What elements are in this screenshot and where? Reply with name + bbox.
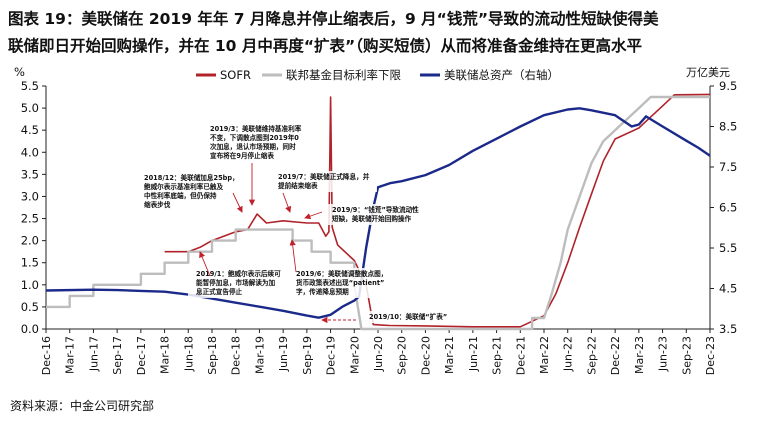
x-tick-label: Sep-17	[111, 336, 124, 375]
x-tick-label: Mar-20	[348, 336, 361, 374]
annotation-6-line: 货币政策表述出现“patient”	[295, 278, 384, 287]
x-tick-label: Mar-19	[253, 336, 266, 374]
annotation-box-6	[288, 268, 398, 298]
annotation-5-line: 息正式宣告停止	[196, 287, 243, 296]
left-tick-label: 4.0	[21, 145, 39, 159]
right-tick-label: 9.5	[719, 79, 737, 93]
annotation-1-line: 不变，下调散点图到2019年0	[210, 133, 299, 142]
title-line-1: 图表 19：美联储在 2019 年年 7 月降息并停止缩表后，9 月“钱荒”导致…	[8, 10, 659, 28]
x-tick-label: Dec-20	[419, 336, 432, 375]
x-tick-label: Dec-19	[325, 336, 338, 375]
x-tick-label: Mar-23	[633, 336, 646, 374]
x-tick-label: Dec-21	[514, 336, 527, 375]
left-tick-label: 0.0	[21, 322, 39, 336]
annotation-3: 2019/7：美联储正式降息，并提前结束缩表	[278, 172, 370, 190]
x-tick-label: Jun-21	[467, 336, 480, 372]
x-tick-label: Sep-23	[680, 336, 693, 375]
right-tick-label: 7.5	[719, 160, 737, 174]
left-tick-label: 2.5	[21, 212, 39, 226]
x-tick-label: Dec-16	[40, 336, 53, 375]
annotation-box-2	[134, 172, 235, 211]
x-tick-label: Jun-17	[87, 336, 100, 372]
annotation-arrow-5	[199, 251, 211, 277]
annotation-arrow-2	[232, 192, 243, 213]
annotation-5-line: 2019/1：鲍威尔表示后续可	[196, 269, 281, 278]
annotation-box-5	[188, 268, 288, 298]
annotation-6: 2019/6：美联储调整散点图，货币政策表述出现“patient”字，传递降息预…	[295, 269, 387, 296]
annotation-5-line: 能暂停加息，市场解读为加	[196, 278, 276, 287]
annotation-4-line: 2019/9：“钱荒”导致流动性	[332, 205, 419, 214]
left-tick-label: 1.5	[21, 256, 39, 270]
annotation-1-line: 2019/3：美联储维持基准利率	[210, 124, 302, 133]
title-line-2: 联储即日开始回购操作，并在 10 月中再度“扩表”（购买短债）从而将准备金维持在…	[8, 37, 642, 55]
x-tick-label: Dec-22	[609, 336, 622, 375]
left-tick-label: 4.5	[21, 123, 39, 137]
x-tick-label: Mar-18	[159, 336, 172, 374]
annotation-2-line: 鲍威尔表示基准利率已触及	[144, 182, 224, 191]
x-tick-label: Mar-21	[443, 336, 456, 374]
annotation-1-line: 次加息，退认市场预期，同时	[210, 142, 296, 151]
annotation-2-line: 2018/12：美联储加息25bp，	[144, 173, 239, 182]
annotation-7-line: 2019/10：美联储“扩表”	[369, 312, 447, 321]
annotation-6-line: 2019/6：美联储调整散点图，	[296, 269, 387, 278]
left-axis-unit: %	[14, 65, 25, 79]
x-tick-label: Jun-22	[562, 336, 575, 372]
annotation-arrow-3	[282, 192, 292, 213]
annotation-4-line: 短缺，美联储开始回购操作	[332, 214, 412, 223]
x-tick-label: Dec-23	[704, 336, 717, 375]
right-tick-label: 6.5	[719, 201, 737, 215]
x-tick-label: Jun-19	[277, 336, 290, 372]
annotation-5: 2019/1：鲍威尔表示后续可能暂停加息，市场解读为加息正式宣告停止	[196, 269, 281, 296]
annotation-box-7	[362, 311, 452, 323]
annotation-2: 2018/12：美联储加息25bp，鲍威尔表示基准利率已触及中性利率底端，但仍保…	[144, 173, 239, 209]
right-tick-label: 8.5	[719, 120, 737, 134]
left-tick-label: 3.0	[21, 189, 39, 203]
x-tick-label: Jun-23	[657, 336, 670, 372]
left-tick-label: 5.0	[21, 101, 39, 115]
annotation-box-4	[324, 204, 425, 225]
annotation-6-line: 字，传递降息预期	[296, 287, 349, 296]
right-axis-unit: 万亿美元	[686, 66, 730, 79]
annotation-1: 2019/3：美联储维持基准利率不变，下调散点图到2019年0 次加息，退认市场预…	[210, 124, 302, 160]
annotation-2-line: 中性利率底端，但仍保持	[144, 191, 217, 200]
x-tick-label: Jun-18	[182, 336, 195, 372]
x-tick-label: Sep-20	[396, 336, 409, 375]
source-note: 资料来源：中金公司研究部	[10, 399, 155, 413]
right-tick-label: 5.5	[719, 241, 737, 255]
left-tick-label: 1.0	[21, 278, 39, 292]
right-tick-label: 3.5	[719, 322, 737, 336]
x-tick-label: Mar-17	[64, 336, 77, 374]
chart-title: 图表 19：美联储在 2019 年年 7 月降息并停止缩表后，9 月“钱荒”导致…	[8, 6, 768, 60]
left-tick-label: 3.5	[21, 167, 39, 181]
annotation-arrow-6	[289, 239, 297, 273]
x-tick-label: Sep-19	[301, 336, 314, 375]
annotation-3-line: 提前结束缩表	[278, 181, 318, 190]
annotation-4: 2019/9：“钱荒”导致流动性短缺，美联储开始回购操作	[332, 205, 419, 223]
x-tick-label: Sep-21	[491, 336, 504, 375]
right-tick-label: 4.5	[719, 282, 737, 296]
series-line-2	[46, 95, 710, 331]
annotation-2-line: 缩表步伐	[144, 200, 171, 209]
x-tick-label: Dec-17	[135, 336, 148, 375]
legend-label-2: 联邦基金目标利率下限	[286, 68, 401, 82]
annotation-7: 2019/10：美联储“扩表”	[369, 312, 447, 321]
annotation-1-line: 宣布将在9月停止缩表	[210, 151, 274, 160]
annotation-box-1	[200, 123, 318, 162]
series-line-3	[45, 107, 711, 319]
x-tick-label: Dec-18	[230, 336, 243, 375]
x-tick-label: Jun-20	[372, 336, 385, 372]
legend-label-3: 美联储总资产（右轴）	[444, 68, 559, 82]
annotation-arrow-4	[304, 211, 323, 220]
left-tick-label: 0.5	[21, 300, 39, 314]
x-tick-label: Sep-22	[585, 336, 598, 375]
x-tick-label: Mar-22	[538, 336, 551, 374]
annotation-3-line: 2019/7：美联储正式降息，并	[278, 172, 370, 181]
annotation-box-3	[270, 171, 377, 192]
left-tick-label: 2.0	[21, 234, 39, 248]
left-tick-label: 5.5	[21, 79, 39, 93]
legend-label-1: SOFR	[220, 68, 251, 82]
x-tick-label: Sep-18	[206, 336, 219, 375]
